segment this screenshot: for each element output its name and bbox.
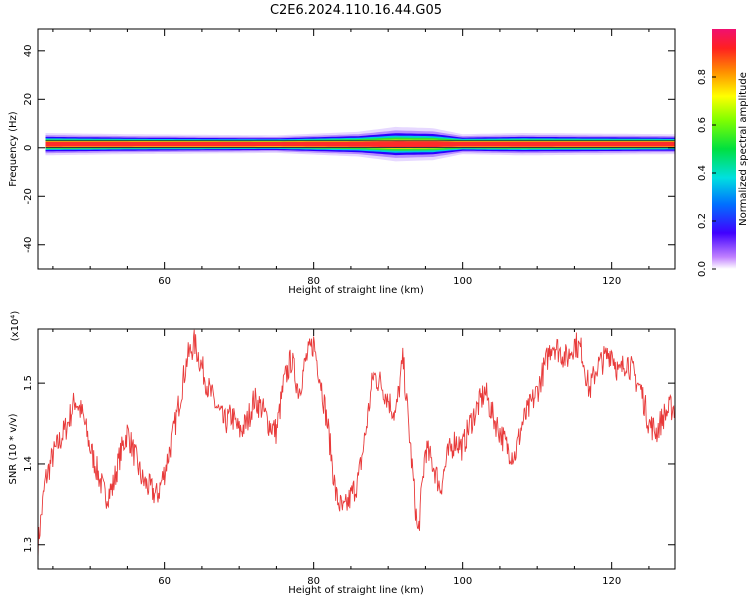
snr-xtick-label: 80 bbox=[307, 576, 320, 587]
snr-ytick-label: 1.3 bbox=[23, 537, 34, 553]
snr-ytick-label: 1.4 bbox=[23, 456, 34, 472]
snr-multiplier: (x10⁴) bbox=[10, 311, 21, 342]
spectral-band bbox=[45, 126, 675, 162]
snr-frame bbox=[37, 328, 676, 570]
colorbar-tick-label: 0.4 bbox=[697, 165, 708, 181]
snr-series-line bbox=[38, 329, 675, 559]
colorbar-tick-label: 0.6 bbox=[697, 117, 708, 133]
colorbar: 0.0 0.2 0.4 0.6 0.8 Normalized spectral ampl… bbox=[697, 29, 749, 277]
colorbar-ticks: 0.0 0.2 0.4 0.6 0.8 bbox=[697, 69, 716, 277]
snr-ytick-label: 1.5 bbox=[23, 375, 34, 391]
snr-xtick-label: 120 bbox=[602, 576, 621, 587]
snr-xlabel: Height of straight line (km) bbox=[288, 585, 424, 596]
spectrogram-ytick-label: 0 bbox=[23, 145, 34, 151]
snr-xtick-label: 100 bbox=[453, 576, 472, 587]
snr-axes: 60 80 100 120 1.3 1.4 1.5 bbox=[23, 329, 675, 587]
spectrogram-ytick-label: 20 bbox=[23, 93, 34, 106]
spectrogram-xlabel: Height of straight line (km) bbox=[288, 285, 424, 296]
colorbar-scale bbox=[712, 29, 736, 269]
figure-title: C2E6.2024.110.16.44.G05 bbox=[270, 3, 442, 18]
colorbar-label: Normalized spectral amplitude bbox=[738, 72, 749, 226]
spectrogram-xtick-label: 120 bbox=[602, 276, 621, 287]
snr-panel: 60 80 100 120 1.3 1.4 1.5 Height of straight l… bbox=[8, 311, 676, 596]
snr-ylabel: SNR (10 * v/v) bbox=[8, 413, 19, 484]
spectrogram-ytick-label: 40 bbox=[23, 44, 34, 57]
spectrogram-ylabel: Frequency (Hz) bbox=[8, 111, 19, 187]
colorbar-tick-label: 0.0 bbox=[697, 261, 708, 277]
colorbar-tick-label: 0.8 bbox=[697, 69, 708, 85]
colorbar-tick-label: 0.2 bbox=[697, 213, 708, 229]
spectrogram-panel: 60 80 100 120 -40 -20 0 20 40 Height of straight… bbox=[8, 28, 676, 296]
spectrogram-axes: 60 80 100 120 -40 -20 0 20 40 bbox=[23, 29, 675, 287]
spectrogram-ytick-label: -20 bbox=[23, 188, 34, 204]
spectrogram-xtick-label: 60 bbox=[158, 276, 171, 287]
spectrogram-ytick-label: -40 bbox=[23, 237, 34, 253]
spectrogram-frame bbox=[37, 28, 676, 270]
spectrogram-xtick-label: 100 bbox=[453, 276, 472, 287]
snr-xtick-label: 60 bbox=[158, 576, 171, 587]
band-core bbox=[45, 141, 675, 148]
spectrogram-xtick-label: 80 bbox=[307, 276, 320, 287]
